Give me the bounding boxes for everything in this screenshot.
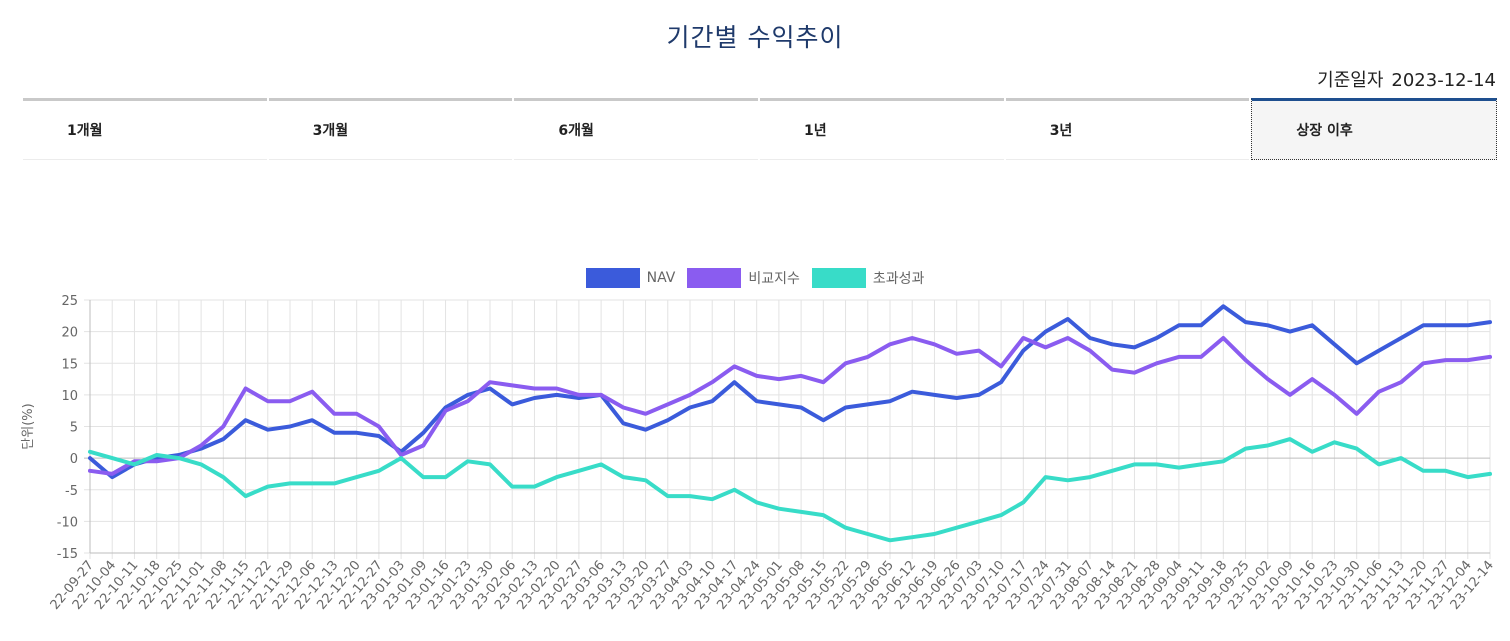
series-line-1 <box>88 336 1492 476</box>
y-tick-label: 5 <box>70 421 78 436</box>
legend-swatch-benchmark <box>687 268 742 288</box>
series-line-0 <box>88 304 1492 480</box>
y-tick-label: -10 <box>57 515 78 530</box>
reference-date-value: 2023-12-14 <box>1391 70 1496 91</box>
tab-1-month[interactable]: 1개월 <box>23 98 267 160</box>
tab-3-years[interactable]: 3년 <box>1005 98 1250 160</box>
y-tick-label: 25 <box>61 294 78 309</box>
reference-date: 기준일자 2023-12-14 <box>1309 66 1496 92</box>
tab-1-year[interactable]: 1년 <box>760 98 1004 160</box>
y-tick-label: 15 <box>61 357 78 372</box>
legend-swatch-excess <box>811 268 866 288</box>
period-tabs: 1개월 3개월 6개월 1년 3년 상장 이후 <box>23 98 1498 160</box>
tab-since-listing[interactable]: 상장 이후 <box>1251 98 1498 160</box>
return-trend-chart: 2520151050-5-10-15단위(%)22-09-2722-10-042… <box>21 294 1497 613</box>
y-tick-label: -5 <box>65 484 78 499</box>
y-tick-label: 10 <box>61 389 78 404</box>
legend-item-nav[interactable]: NAV <box>585 268 676 288</box>
y-tick-label: -15 <box>57 547 78 562</box>
legend-label-benchmark: 비교지수 <box>748 271 800 287</box>
y-tick-label: 20 <box>61 326 78 341</box>
y-tick-label: 0 <box>70 452 78 467</box>
tab-3-months[interactable]: 3개월 <box>268 98 513 160</box>
tab-6-months[interactable]: 6개월 <box>514 98 759 160</box>
series-line-2 <box>88 437 1492 543</box>
legend-label-excess: 초과성과 <box>872 271 925 287</box>
legend-item-benchmark[interactable]: 비교지수 <box>687 268 800 288</box>
y-axis-label: 단위(%) <box>21 403 36 449</box>
page-title: 기간별 수익추이 <box>666 23 844 52</box>
legend-swatch-nav <box>585 268 640 288</box>
legend-label-nav: NAV <box>646 270 676 286</box>
reference-date-label: 기준일자 <box>1317 70 1384 91</box>
chart-legend: NAV 비교지수 초과성과 <box>0 268 1510 288</box>
legend-item-excess[interactable]: 초과성과 <box>811 268 925 288</box>
